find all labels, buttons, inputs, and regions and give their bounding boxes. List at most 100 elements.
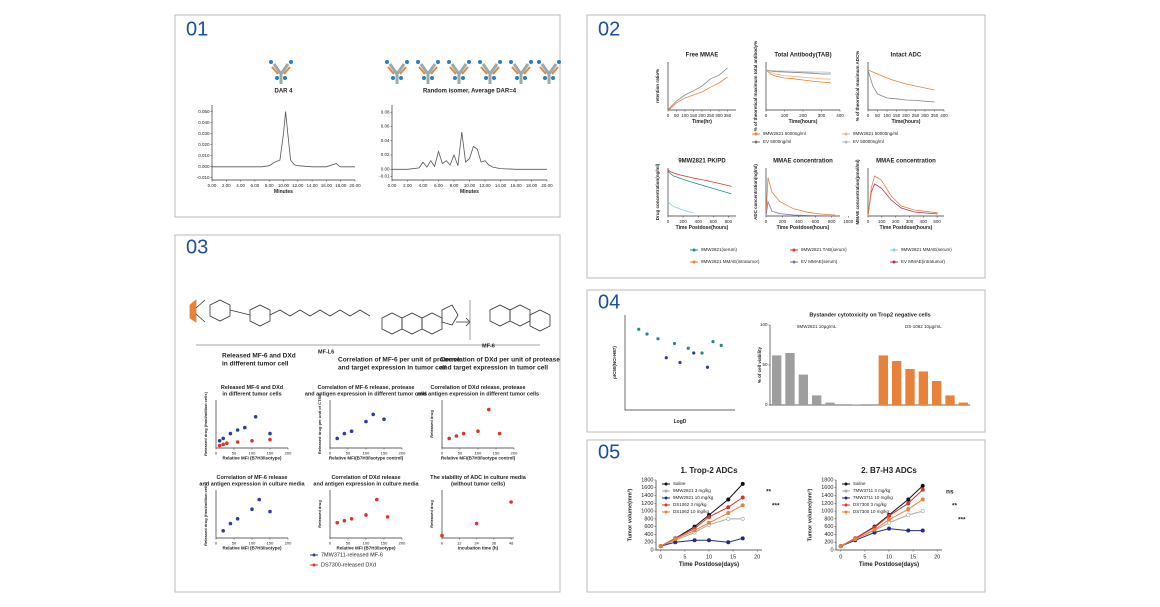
data-point bbox=[342, 431, 347, 436]
data-point bbox=[228, 521, 233, 526]
panel-label: 02 bbox=[598, 18, 620, 40]
bar bbox=[878, 355, 888, 405]
x-tick-label: 300 bbox=[715, 113, 723, 118]
x-axis-label: Relative MFI (B7H3/isotype) bbox=[222, 456, 282, 461]
y-tick-label: 1400 bbox=[641, 493, 653, 499]
legend-label: Saline bbox=[853, 481, 866, 486]
x-tick-label: 150 bbox=[267, 450, 274, 455]
x-tick-label: 100 bbox=[883, 113, 891, 118]
legend-swatch bbox=[892, 260, 896, 264]
x-tick-label: 1000 bbox=[843, 219, 854, 224]
x-tick-label: 10.00 bbox=[464, 183, 476, 188]
x-tick-label: 50 bbox=[458, 450, 463, 455]
data-point bbox=[342, 518, 347, 523]
annotation: *** bbox=[958, 517, 966, 524]
structure-label: MF-L6 bbox=[318, 349, 334, 355]
panel-label: 03 bbox=[186, 236, 208, 258]
payload-icon bbox=[498, 60, 502, 64]
chart-title: 1. Trop-2 ADCs bbox=[680, 466, 738, 475]
antibody-icon bbox=[449, 66, 469, 75]
payload-icon bbox=[467, 60, 471, 64]
x-tick-label: 100 bbox=[363, 450, 370, 455]
series-line bbox=[212, 111, 355, 168]
x-tick-label: 300 bbox=[818, 113, 826, 118]
x-tick-label: 18.00 bbox=[526, 183, 538, 188]
antibody-icon bbox=[450, 63, 468, 84]
x-tick-label: 12.00 bbox=[479, 183, 491, 188]
data-point bbox=[235, 428, 240, 432]
y-tick-label: 1200 bbox=[641, 501, 653, 507]
legend-swatch bbox=[844, 489, 848, 493]
data-point bbox=[645, 332, 649, 336]
x-tick-label: 8.00 bbox=[450, 183, 459, 188]
data-point bbox=[371, 412, 376, 417]
legend-swatch bbox=[844, 496, 848, 500]
x-axis-label: Relative MFI(B7H3/isotype control) bbox=[441, 456, 516, 461]
y-axis-label: Released drug (fmol/million cells) bbox=[203, 481, 208, 545]
legend-label: 9MW2821 50000ng/ml bbox=[853, 131, 898, 136]
legend-label: 9MW2821 10 mg/kg bbox=[673, 495, 714, 500]
data-point bbox=[853, 537, 858, 542]
legend-swatch bbox=[692, 248, 696, 252]
legend-label: DS7300 10 mg/kg bbox=[853, 509, 890, 514]
x-tick-label: 0 bbox=[215, 450, 218, 455]
legend-label: EV 5000ng/ml bbox=[763, 139, 791, 144]
payload-icon bbox=[422, 76, 426, 80]
data-point bbox=[726, 516, 731, 521]
y-tick-label: 1800 bbox=[821, 477, 833, 483]
x-tick-label: 0 bbox=[441, 540, 444, 545]
data-point bbox=[740, 536, 745, 541]
data-point bbox=[726, 540, 731, 545]
legend-swatch bbox=[664, 482, 668, 486]
x-tick-label: 300 bbox=[906, 219, 914, 224]
panel-box bbox=[586, 439, 986, 593]
data-point bbox=[838, 544, 843, 549]
data-point bbox=[920, 497, 925, 502]
x-tick-label: 5 bbox=[863, 555, 866, 561]
data-point bbox=[228, 431, 233, 436]
payload-icon bbox=[283, 76, 287, 80]
data-point bbox=[740, 503, 745, 508]
series-line bbox=[765, 69, 831, 84]
data-point bbox=[740, 516, 745, 521]
legend-label: 9MW2821 5000ng/ml bbox=[763, 131, 806, 136]
data-point bbox=[706, 538, 711, 543]
y-tick-label: 800 bbox=[824, 516, 833, 522]
annotation: *** bbox=[772, 503, 780, 510]
axis bbox=[624, 315, 735, 411]
legend-swatch bbox=[692, 260, 696, 264]
x-tick-label: 0 bbox=[215, 540, 218, 545]
x-tick-label: 20.00 bbox=[349, 183, 361, 188]
bar bbox=[838, 404, 848, 405]
data-point bbox=[454, 434, 459, 438]
x-axis-label: Time Postdose(hours) bbox=[880, 225, 933, 231]
x-tick-label: 200 bbox=[779, 219, 787, 224]
payload-icon bbox=[405, 60, 409, 64]
antibody-icon bbox=[540, 63, 558, 84]
x-tick-label: 200 bbox=[698, 113, 706, 118]
x-tick-label: 6.00 bbox=[434, 183, 443, 188]
y-tick-label: 0.08 bbox=[381, 109, 390, 114]
x-tick-label: 2.00 bbox=[403, 183, 412, 188]
payload-icon bbox=[478, 60, 482, 64]
series-line bbox=[667, 201, 694, 214]
x-tick-label: 100 bbox=[681, 113, 689, 118]
legend-swatch bbox=[844, 482, 848, 486]
x-tick-label: 50 bbox=[674, 113, 680, 118]
x-tick-label: 50 bbox=[232, 450, 237, 455]
data-point bbox=[235, 440, 240, 444]
data-point bbox=[886, 526, 891, 531]
data-point bbox=[906, 512, 911, 517]
annotation: ** bbox=[766, 489, 772, 496]
chart-title: Intact ADC bbox=[891, 53, 922, 59]
series-line bbox=[867, 69, 935, 103]
y-tick-label: 1800 bbox=[641, 477, 653, 483]
data-point bbox=[486, 407, 491, 412]
series-line bbox=[667, 169, 732, 187]
data-point bbox=[268, 437, 272, 442]
payload-icon bbox=[436, 60, 440, 64]
y-tick-label: 0.030 bbox=[198, 131, 210, 136]
chart-title: in different tumor cells bbox=[222, 391, 281, 397]
bar bbox=[785, 353, 795, 405]
